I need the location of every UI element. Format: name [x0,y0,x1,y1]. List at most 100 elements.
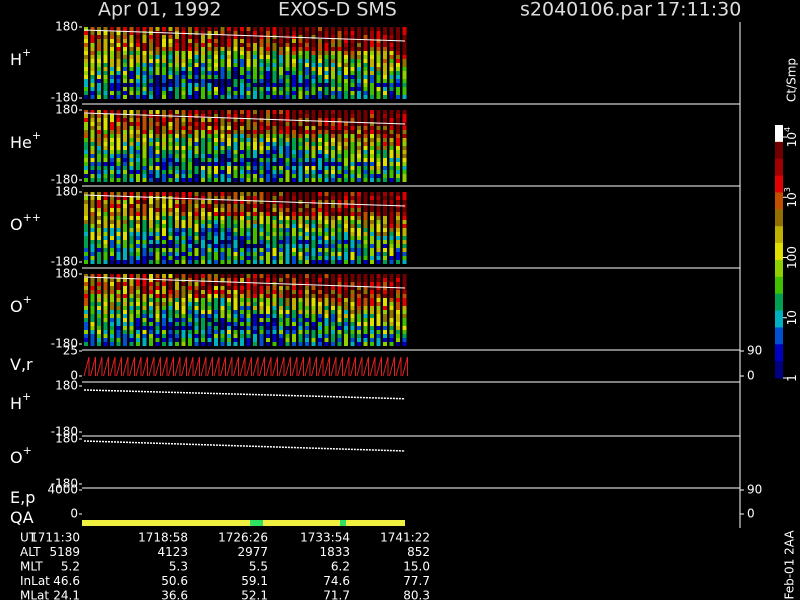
spectrogram-cell [259,75,264,79]
spectrogram-cell [155,83,160,87]
spectrogram-cell [207,208,212,212]
spectrogram-cell [155,326,160,330]
spectrogram-cell [337,71,342,75]
qa-flag [340,520,346,526]
spectrogram-cell [123,302,127,306]
spectrogram-cell [350,47,355,51]
spectrogram-cell [376,130,381,134]
spectrogram-cell [103,150,108,154]
spectrogram-cell [259,166,264,170]
spectrogram-cell [201,212,205,216]
spectrogram-cell [363,43,368,47]
spectrogram-cell [90,256,95,260]
spectrogram-cell [285,170,290,174]
spectrogram-cell [357,130,361,134]
spectrogram-cell [214,87,218,91]
spectrogram-cell [272,71,277,75]
spectrogram-cell [201,334,205,338]
spectrogram-cell [90,178,95,182]
spectrogram-cell [207,31,212,35]
row-value: 6.2 [331,560,350,574]
spectrogram-cell [188,47,192,51]
spectrogram-cell [259,150,264,154]
spectrogram-cell [214,91,218,95]
spectrogram-cell [97,278,101,282]
spectrogram-cell [227,162,231,166]
spectrogram-cell [318,322,322,326]
spectrogram-cell [363,154,368,158]
spectrogram-cell [97,256,101,260]
spectrogram-cell [233,224,238,228]
spectrogram-cell [350,162,355,166]
spectrogram-cell [149,306,153,310]
spectrogram-cell [318,27,322,31]
spectrogram-cell [363,216,368,220]
spectrogram-cell [84,126,88,130]
spectrogram-cell [363,158,368,162]
spectrogram-cell [402,330,407,334]
spectrogram-cell [214,166,218,170]
spectrogram-cell [337,310,342,314]
spectrogram-cell [155,170,160,174]
spectrogram-cell [305,91,309,95]
spectrogram-cell [233,110,238,114]
spectrogram-cell [227,91,231,95]
spectrogram-cell [220,216,225,220]
spectrogram-cell [350,166,355,170]
spectrogram-cell [142,170,147,174]
spectrogram-cell [188,240,192,244]
spectrogram-cell [389,130,394,134]
spectrogram-cell [110,220,114,224]
spectrogram-cell [266,150,270,154]
sawtooth [181,356,187,377]
spectrogram-cell [116,158,121,162]
spectrogram-cell [318,290,322,294]
spectrogram-cell [402,87,407,91]
spectrogram-cell [116,31,121,35]
spectrogram-cell [344,310,348,314]
spectrogram-cell [298,178,303,182]
spectrogram-cell [110,114,114,118]
spectrogram-cell [110,130,114,134]
spectrogram-cell [246,47,251,51]
spectrogram-cell [402,196,407,200]
spectrogram-cell [90,204,95,208]
spectrogram-cell [318,192,322,196]
spectrogram-cell [376,216,381,220]
spectrogram-cell [324,138,329,142]
spectrogram-cell [344,126,348,130]
spectrogram-cell [279,286,283,290]
spectrogram-cell [370,130,374,134]
spectrogram-cell [279,166,283,170]
spectrogram-cell [84,330,88,334]
spectrogram-cell [194,220,199,224]
spectrogram-cell [220,35,225,39]
spectrogram-cell [97,130,101,134]
spectrogram-cell [240,158,244,162]
spectrogram-cell [116,248,121,252]
spectrogram-cell [84,200,88,204]
spectrogram-cell [285,150,290,154]
spectrogram-cell [220,27,225,31]
spectrogram-cell [240,39,244,43]
spectrogram-cell [337,43,342,47]
sawtooth [376,356,382,377]
spectrogram-cell [162,212,166,216]
spectrogram-cell [259,87,264,91]
spectrogram-cell [129,286,134,290]
spectrogram-cell [383,326,387,330]
spectrogram-cell [168,302,173,306]
spectrogram-cell [136,47,140,51]
spectrogram-cell [370,204,374,208]
spectrogram-cell [350,232,355,236]
spectrogram-cell [97,71,101,75]
spectrogram-cell [344,166,348,170]
spectrogram-cell [220,224,225,228]
sawtooth [109,356,116,377]
spectrogram-cell [396,91,400,95]
spectrogram-cell [162,79,166,83]
spectrogram-cell [188,260,192,264]
spectrogram-cell [292,158,296,162]
spectrogram-cell [142,174,147,178]
spectrogram-cell [370,302,374,306]
